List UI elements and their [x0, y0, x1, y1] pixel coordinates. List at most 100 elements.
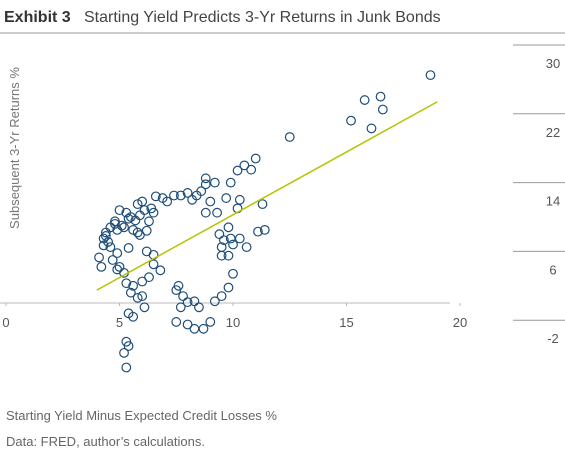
point [98, 233, 109, 244]
point [139, 302, 150, 313]
x-tick-label: 15 [339, 315, 353, 330]
point [375, 91, 386, 102]
point [119, 222, 129, 233]
point [182, 188, 193, 198]
point [121, 362, 132, 373]
y-tick-label: 6 [549, 262, 556, 277]
point [366, 123, 377, 134]
point [107, 255, 118, 265]
point [250, 153, 261, 164]
point [246, 164, 257, 175]
point [114, 205, 125, 216]
y-axis-label: Subsequent 3-Yr Returns % [7, 67, 22, 229]
point [175, 302, 186, 313]
point [169, 190, 179, 201]
point [144, 216, 154, 227]
point [223, 222, 234, 233]
point [214, 229, 225, 240]
point [425, 70, 436, 80]
point [162, 196, 173, 207]
source-note: Data: FRED, author’s calculations. [6, 434, 205, 449]
point [135, 230, 145, 240]
point [121, 207, 132, 218]
point [123, 341, 134, 351]
exhibit-label: Exhibit 3 [4, 9, 71, 26]
point [225, 233, 236, 244]
point [141, 225, 152, 236]
point [239, 160, 250, 171]
point [105, 242, 116, 253]
point [223, 250, 234, 261]
y-tick-label: -2 [547, 331, 559, 346]
point [148, 259, 159, 270]
point [377, 104, 388, 115]
point [228, 268, 238, 279]
point [259, 224, 270, 235]
point [228, 239, 238, 250]
x-tick-label: 0 [2, 315, 9, 330]
point [112, 264, 123, 275]
x-axis-label: Starting Yield Minus Expected Credit Los… [6, 408, 277, 423]
point [346, 115, 356, 126]
point [114, 261, 125, 272]
point [121, 278, 132, 289]
point [194, 302, 204, 313]
point [216, 291, 227, 302]
point [96, 261, 107, 272]
point [94, 252, 104, 263]
point [112, 224, 123, 235]
point [132, 199, 143, 210]
point [200, 173, 211, 184]
point [216, 250, 227, 261]
point [257, 199, 268, 210]
point [110, 218, 120, 229]
chart-title: Starting Yield Predicts 3-Yr Returns in … [84, 9, 441, 26]
point [234, 194, 245, 205]
point [178, 291, 188, 302]
point [123, 213, 134, 224]
point [155, 265, 166, 276]
point [146, 203, 157, 214]
point [130, 215, 141, 226]
point [175, 190, 186, 201]
point [139, 205, 150, 216]
point [225, 177, 236, 188]
x-tick-label: 5 [116, 315, 123, 330]
point [232, 165, 243, 176]
trend-line [96, 101, 438, 291]
point [132, 292, 143, 303]
point [209, 296, 220, 307]
point [205, 196, 216, 207]
point [200, 179, 211, 190]
point [132, 227, 143, 238]
point [128, 311, 139, 322]
point [119, 347, 129, 358]
point [137, 276, 148, 287]
point [123, 243, 134, 253]
point [173, 280, 184, 291]
point [182, 319, 193, 330]
point [221, 193, 232, 203]
point [200, 207, 211, 218]
point [253, 226, 263, 237]
point [241, 242, 252, 253]
x-tick-label: 20 [453, 315, 467, 330]
point [284, 132, 295, 142]
y-tick-label: 22 [546, 125, 560, 140]
y-tick-label: 14 [546, 194, 560, 209]
point [125, 287, 136, 298]
point [112, 248, 123, 259]
point [223, 282, 234, 293]
point [100, 231, 111, 241]
point [359, 95, 370, 105]
point [150, 191, 161, 202]
y-tick-label: 30 [546, 56, 560, 71]
point [187, 194, 198, 205]
point [189, 323, 200, 334]
point [198, 323, 209, 334]
point [128, 280, 139, 291]
point [196, 186, 207, 197]
point [135, 210, 145, 221]
point [144, 272, 154, 283]
point [209, 177, 220, 188]
